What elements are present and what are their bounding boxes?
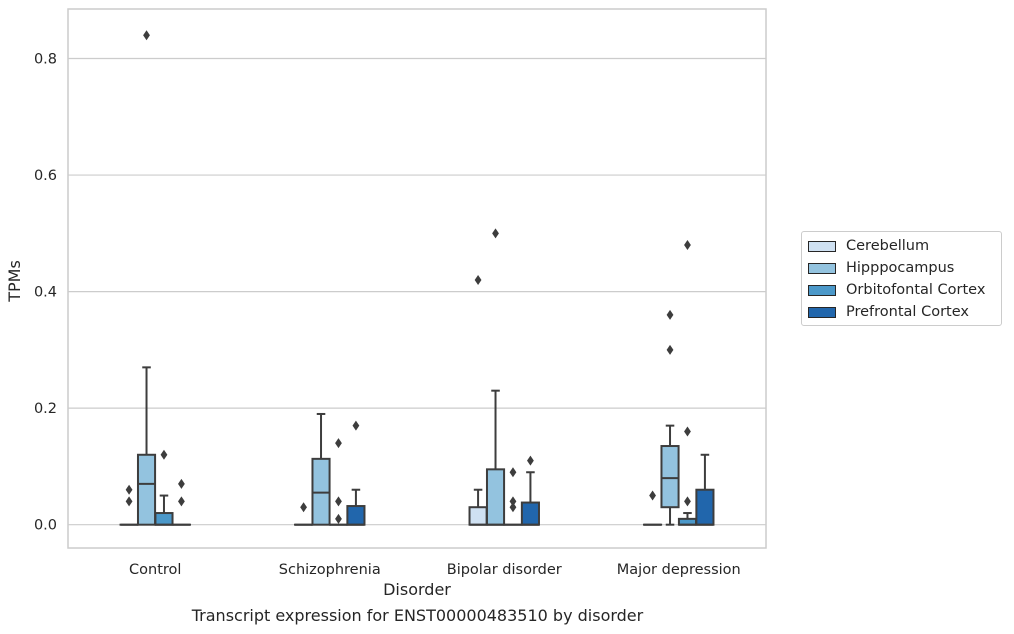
box-prefrontal-cortex-major-depression bbox=[695, 453, 715, 526]
box-cerebellum-schizophrenia bbox=[294, 502, 314, 526]
legend-label-prefrontal: Prefrontal Cortex bbox=[846, 304, 969, 320]
outlier-point bbox=[352, 420, 360, 431]
outlier-point bbox=[160, 449, 168, 460]
outlier-point bbox=[684, 239, 691, 250]
legend-item-cerebellum: Cerebellum bbox=[808, 235, 929, 257]
x-tick-label: Major depression bbox=[617, 562, 741, 578]
box-iqr bbox=[695, 488, 715, 526]
x-tick-labels: Control Schizophrenia Bipolar disorder Majo… bbox=[129, 562, 741, 578]
outlier-point bbox=[509, 502, 517, 513]
legend-label-orbitofrontal: Orbitofontal Cortex bbox=[846, 282, 986, 298]
outlier-point bbox=[143, 30, 150, 41]
legend-swatch-hippocampus bbox=[808, 262, 836, 274]
y-tick-label: 0.8 bbox=[34, 52, 57, 68]
legend-swatch-cerebellum bbox=[808, 240, 836, 252]
outlier-point bbox=[335, 496, 342, 507]
box-orbitofontal-cortex-major-depression bbox=[677, 239, 698, 526]
outlier-point bbox=[509, 496, 517, 507]
y-tick-label: 0.2 bbox=[34, 401, 57, 417]
box-orbitofontal-cortex-bipolar-disorder bbox=[503, 467, 523, 526]
legend-swatch-prefrontal bbox=[808, 306, 836, 318]
y-axis-label: TPMs bbox=[5, 260, 24, 303]
outlier-point bbox=[527, 455, 534, 466]
outlier-point bbox=[666, 309, 674, 320]
box-plot-marks bbox=[119, 30, 715, 526]
legend-swatch-orbitofrontal bbox=[808, 284, 836, 296]
box-hipppocampus-control bbox=[136, 30, 157, 526]
box-prefrontal-cortex-bipolar-disorder bbox=[520, 455, 540, 526]
box-prefrontal-cortex-control bbox=[171, 478, 191, 526]
outlier-point bbox=[684, 496, 691, 507]
y-tick-label: 0.0 bbox=[34, 518, 57, 534]
y-tick-label: 0.4 bbox=[34, 285, 57, 301]
outlier-point bbox=[300, 502, 307, 513]
box-hipppocampus-bipolar-disorder bbox=[485, 228, 506, 526]
outlier-point bbox=[125, 484, 133, 495]
box-prefrontal-cortex-schizophrenia bbox=[346, 420, 366, 526]
box-iqr bbox=[660, 445, 680, 509]
outlier-point bbox=[649, 490, 656, 501]
y-tick-label: 0.6 bbox=[34, 168, 57, 184]
figure-caption: Transcript expression for ENST0000048351… bbox=[191, 606, 644, 625]
legend-label-hippocampus: Hipppocampus bbox=[846, 260, 955, 276]
y-tick-labels: 0.0 0.2 0.4 0.6 0.8 bbox=[34, 52, 57, 534]
x-tick-label: Control bbox=[129, 562, 181, 578]
legend: Cerebellum Hipppocampus Orbitofontal Cor… bbox=[801, 231, 1002, 326]
legend-item-hippocampus: Hipppocampus bbox=[808, 257, 954, 279]
box-orbitofontal-cortex-schizophrenia bbox=[328, 438, 349, 526]
outlier-point bbox=[125, 496, 133, 507]
x-tick-label: Bipolar disorder bbox=[447, 562, 562, 578]
box-cerebellum-major-depression bbox=[643, 490, 663, 526]
outlier-point bbox=[684, 426, 691, 437]
box-hipppocampus-schizophrenia bbox=[311, 412, 331, 526]
box-iqr bbox=[136, 453, 157, 526]
box-iqr bbox=[346, 505, 366, 526]
outlier-point bbox=[178, 496, 185, 507]
box-iqr bbox=[468, 506, 488, 526]
outlier-point bbox=[474, 274, 482, 285]
outlier-point bbox=[335, 513, 342, 524]
outlier-point bbox=[666, 344, 674, 355]
legend-item-prefrontal: Prefrontal Cortex bbox=[808, 301, 969, 323]
plot-frame bbox=[67, 8, 767, 549]
box-iqr bbox=[485, 468, 506, 526]
outlier-point bbox=[509, 467, 517, 478]
plot-border bbox=[67, 8, 767, 549]
x-axis-label: Disorder bbox=[383, 580, 451, 599]
box-orbitofontal-cortex-control bbox=[154, 449, 174, 526]
legend-label-cerebellum: Cerebellum bbox=[846, 238, 930, 254]
box-cerebellum-control bbox=[119, 484, 139, 526]
box-cerebellum-bipolar-disorder bbox=[468, 274, 488, 526]
box-iqr bbox=[520, 501, 540, 526]
legend-item-orbitofrontal: Orbitofontal Cortex bbox=[808, 279, 985, 301]
outlier-point bbox=[178, 478, 185, 489]
box-iqr bbox=[154, 512, 174, 526]
box-hipppocampus-major-depression bbox=[660, 309, 680, 526]
x-tick-label: Schizophrenia bbox=[279, 562, 381, 578]
outlier-point bbox=[492, 228, 499, 239]
outlier-point bbox=[335, 438, 342, 449]
